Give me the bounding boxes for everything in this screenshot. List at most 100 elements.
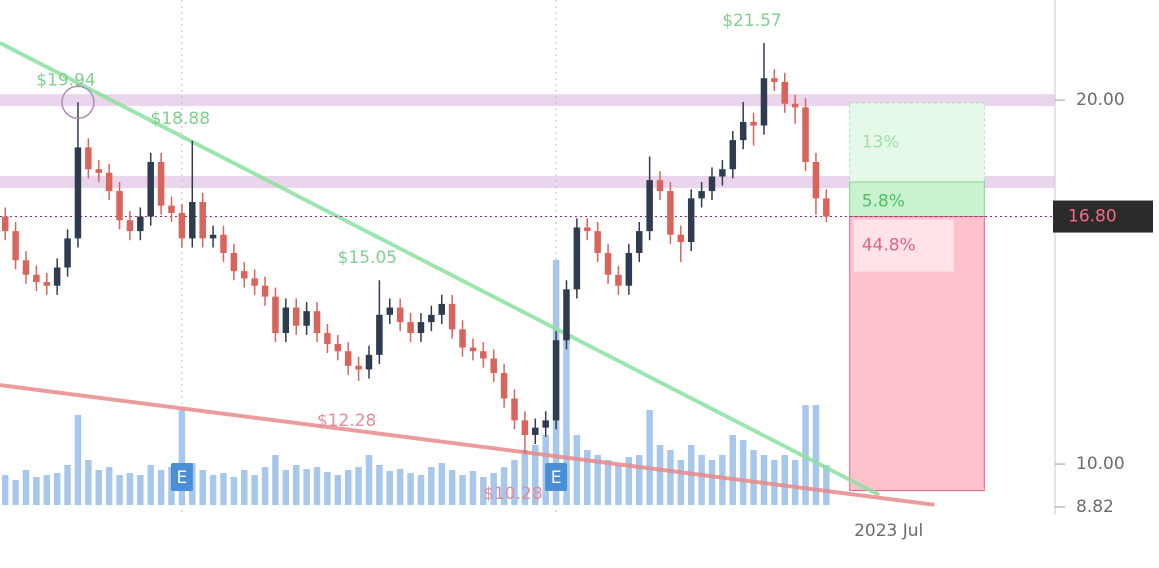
volume-bar [376,465,383,505]
price-annotation: $15.05 [338,248,397,268]
volume-bar [272,455,279,505]
volume-bar [594,455,601,505]
volume-bar [178,410,186,505]
candle-body [521,420,529,435]
volume-bar [396,469,404,505]
volume-bar [344,470,352,505]
volume-bar [739,440,747,505]
candle-body [719,169,726,177]
volume-bar [750,450,757,505]
candle-body [365,354,373,370]
volume-bar [64,465,71,505]
candle-body [532,427,539,435]
volume-bar [667,450,674,505]
candle-body [95,169,102,173]
y-tick-label: 10.00 [1076,454,1125,474]
candle-body [594,231,601,253]
candle-body [74,147,82,239]
candle-body [791,103,799,108]
candle-body [85,147,92,170]
mid-percent: 5.8% [862,191,905,211]
stop-percent: 44.8% [862,236,916,256]
candle-body [448,303,456,330]
candle-body [220,234,227,253]
candle-body [407,322,414,334]
candle-body [687,198,695,243]
candle-body [241,271,248,279]
candle-body [823,198,830,217]
volume-bar [635,455,643,505]
volume-bar [303,469,310,505]
volume-bar [791,460,799,505]
volume-bar [500,467,508,505]
y-tick-label: 8.82 [1076,497,1114,517]
earnings-marker [545,463,568,491]
target-percent: 13% [862,132,900,152]
candle-body [459,329,466,348]
trendline [0,41,881,497]
earnings-label: E [551,468,562,488]
candle-body [324,333,331,344]
price-annotation: $19.94 [36,70,95,90]
candle-body [625,252,633,286]
last-price-box [1053,200,1153,233]
candle-body [739,121,747,141]
volume-bar [729,435,737,505]
volume-bar [719,455,726,505]
earnings-marker [170,463,193,491]
candle-body [64,238,71,268]
candle-body [760,78,768,126]
volume-bar [459,475,466,505]
candle-body [1,216,9,232]
candle-body [781,81,789,104]
candle-body [53,267,61,286]
volume-bar [126,473,134,505]
volume-bar [147,465,154,505]
candle-body [376,314,383,355]
volume-bar [116,475,123,505]
candle-body [355,365,362,370]
volume-bar [157,470,165,505]
y-tick-label: 20.00 [1076,90,1125,110]
candle-body [334,343,342,352]
candle-body [33,274,40,283]
volume-bar [823,465,830,505]
trendline [0,383,935,507]
candle-body [157,161,165,206]
volume-bar [480,477,487,505]
candle-body [303,311,310,326]
candle-body [344,351,352,366]
candle-body [469,347,477,352]
volume-bar [438,463,445,505]
candle-body [209,234,217,239]
volume-bar [448,470,456,505]
volume-bar [812,405,820,505]
candle-body [677,234,685,243]
candle-body [698,191,705,199]
volume-bar [646,410,653,505]
volume-bar [74,415,82,505]
candle-body [729,140,737,170]
volume-bar [324,472,331,505]
volume-bar [604,460,612,505]
candle-body [573,227,581,290]
volume-bar [137,475,144,505]
candle-body [438,303,445,315]
candle-body [417,322,425,334]
volume-bar [355,467,362,505]
candle-body [604,252,612,275]
volume-bar [511,460,518,505]
candle-body [12,231,19,261]
candle-body [386,307,394,315]
volume-bar [313,467,321,505]
candle-body [511,398,518,421]
candle-body [282,307,290,334]
volume-bar [251,475,258,505]
last-price-label: 16.80 [1068,207,1117,227]
volume-bar [199,470,206,505]
candle-body [126,220,134,232]
level-band [0,94,1055,107]
volume-bar [563,325,570,505]
volume-bar [282,470,290,505]
